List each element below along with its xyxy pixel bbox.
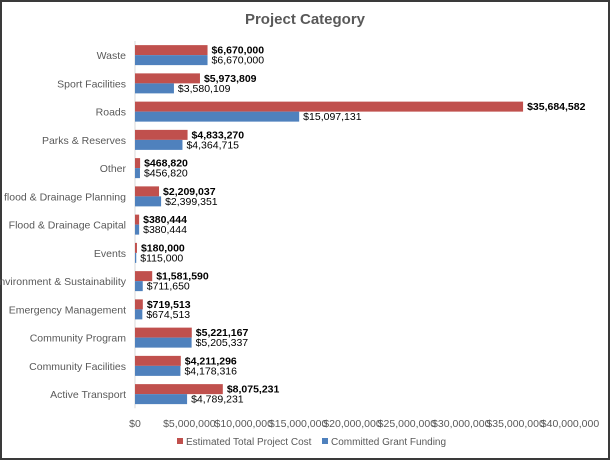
bar-estimated-cost <box>135 299 143 310</box>
data-label: $3,580,109 <box>178 83 231 95</box>
category-label: Emergency Management <box>9 304 126 316</box>
data-label: $6,670,000 <box>212 45 265 57</box>
data-label: $4,211,296 <box>185 355 237 367</box>
data-label: $2,209,037 <box>163 186 216 198</box>
category-label: Sport Facilities <box>57 78 126 90</box>
x-tick-label: $40,000,000 <box>541 418 600 430</box>
data-label: $115,000 <box>140 252 183 264</box>
bar-committed-funding <box>135 111 300 122</box>
data-label: $456,820 <box>144 168 188 180</box>
legend-label: Estimated Total Project Cost <box>186 437 312 448</box>
legend: Estimated Total Project Cost Committed Gr… <box>177 437 446 448</box>
bar-estimated-cost <box>135 73 200 84</box>
bar-committed-funding <box>135 224 140 235</box>
legend-label: Committed Grant Funding <box>331 437 446 448</box>
data-label: $35,684,582 <box>527 101 586 113</box>
x-tick-label: $25,000,000 <box>378 418 437 430</box>
bar-estimated-cost <box>135 355 181 366</box>
data-label: $4,178,316 <box>184 365 237 377</box>
data-label: $380,444 <box>143 224 187 236</box>
category-label: Roads <box>96 107 126 119</box>
legend-swatch <box>177 438 183 444</box>
x-tick-label: $30,000,000 <box>432 418 491 430</box>
data-label: $4,833,270 <box>192 129 245 141</box>
x-tick-label: $35,000,000 <box>486 418 545 430</box>
data-label: $15,097,131 <box>303 111 362 123</box>
data-label: $380,444 <box>143 214 187 226</box>
category-label: Other <box>100 163 127 175</box>
bar-committed-funding <box>135 83 174 94</box>
category-label: Community Facilities <box>29 361 126 373</box>
bar-committed-funding <box>135 337 192 348</box>
data-label: $719,513 <box>147 299 191 311</box>
data-label: $674,513 <box>146 309 190 321</box>
bar-estimated-cost <box>135 242 137 253</box>
chart-title: Project Category <box>245 11 366 28</box>
bar-estimated-cost <box>135 271 153 282</box>
x-tick-label: $5,000,000 <box>163 418 216 430</box>
data-label: $1,581,590 <box>156 271 209 283</box>
category-label: flood & Drainage Planning <box>4 191 126 203</box>
x-tick-label: $10,000,000 <box>215 418 274 430</box>
bar-estimated-cost <box>135 158 141 169</box>
bar-committed-funding <box>135 196 162 207</box>
bar-estimated-cost <box>135 129 188 140</box>
bar-committed-funding <box>135 394 188 405</box>
bar-estimated-cost <box>135 384 223 395</box>
category-label: Events <box>94 248 126 260</box>
bar-estimated-cost <box>135 101 524 112</box>
x-tick-label: $15,000,000 <box>269 418 328 430</box>
data-label: $8,075,231 <box>227 384 280 396</box>
data-label: $711,650 <box>147 281 190 293</box>
bar-estimated-cost <box>135 214 140 225</box>
bar-committed-funding <box>135 139 183 150</box>
bar-committed-funding <box>135 281 143 292</box>
bar-committed-funding <box>135 55 208 66</box>
bar-committed-funding <box>135 365 181 376</box>
legend-swatch <box>322 438 328 444</box>
data-label: $468,820 <box>144 158 188 170</box>
bar-committed-funding <box>135 252 137 263</box>
data-label: $6,670,000 <box>212 55 265 67</box>
category-label: Parks & Reserves <box>42 135 126 147</box>
data-label: $2,399,351 <box>165 196 218 208</box>
x-tick-label: $20,000,000 <box>323 418 382 430</box>
data-label: $5,221,167 <box>196 327 249 339</box>
bar-committed-funding <box>135 309 143 320</box>
bar-estimated-cost <box>135 45 208 56</box>
category-label: Waste <box>97 50 127 62</box>
data-label: $5,973,809 <box>204 73 257 85</box>
bar-estimated-cost <box>135 186 160 197</box>
category-label: Active Transport <box>50 389 126 401</box>
data-label: $180,000 <box>141 242 185 254</box>
bar-estimated-cost <box>135 327 192 338</box>
category-label: Environment & Sustainability <box>0 276 127 288</box>
data-label: $4,789,231 <box>191 394 244 406</box>
x-tick-label: $0 <box>129 418 141 430</box>
category-label: Flood & Drainage Capital <box>9 220 126 232</box>
bar-committed-funding <box>135 168 140 179</box>
data-label: $4,364,715 <box>186 139 239 151</box>
data-label: $5,205,337 <box>196 337 249 349</box>
category-label: Community Program <box>30 333 127 345</box>
